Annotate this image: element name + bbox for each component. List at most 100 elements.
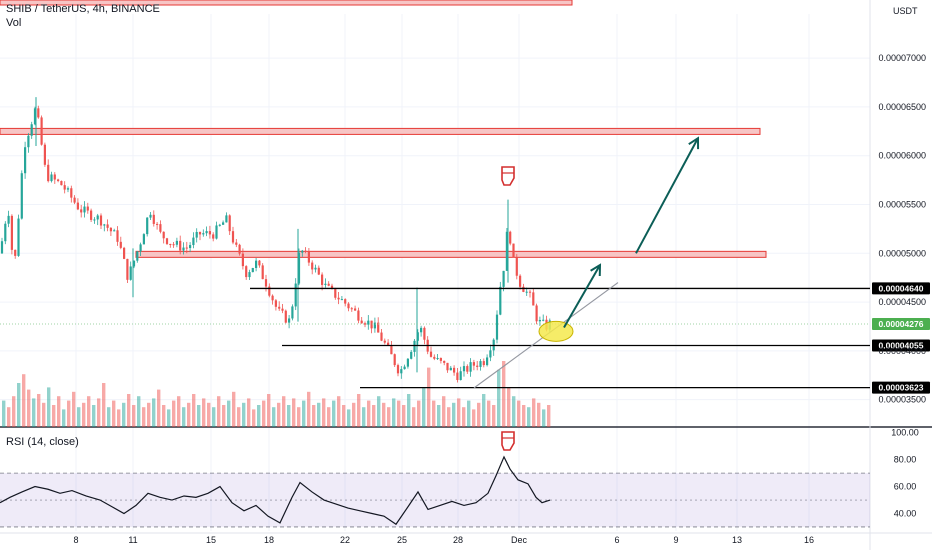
volume-bar [242, 402, 246, 427]
volume-bar [127, 394, 131, 427]
candle-body [225, 215, 228, 223]
volume-bar [522, 405, 526, 427]
candle-body [522, 286, 525, 292]
volume-bar [142, 407, 146, 427]
candle-body [410, 351, 413, 359]
projection-arrow-large-head [688, 136, 700, 150]
candle-body [222, 222, 225, 225]
candle-body [350, 308, 353, 310]
volume-bar [72, 391, 76, 427]
volume-bar [277, 402, 281, 427]
candle-body [535, 305, 538, 322]
volume-bar [122, 402, 126, 427]
candle-body [175, 240, 178, 245]
volume-bar [452, 402, 456, 427]
volume-bar [467, 400, 471, 427]
x-tick-label: 15 [206, 535, 216, 545]
volume-bar [447, 407, 451, 427]
candle-body [24, 147, 27, 174]
volume-bar [357, 394, 361, 427]
candle-body [33, 108, 37, 125]
level-label-bg [872, 339, 930, 352]
volume-bar [362, 407, 366, 427]
level-label-bg [872, 317, 930, 330]
candle-body [66, 188, 70, 190]
candle-body [327, 283, 330, 286]
candle-body [334, 288, 337, 298]
candle-body [271, 295, 274, 301]
candle-body [294, 283, 297, 307]
candle-body [129, 266, 132, 280]
volume-bar [407, 394, 411, 427]
candle-body [489, 350, 492, 358]
volume-bar [547, 405, 551, 427]
candle-body [317, 267, 320, 275]
y-tick-label: 0.00006000 [878, 151, 926, 161]
volume-bar [377, 396, 381, 427]
volume-bar [172, 400, 176, 427]
volume-bar [47, 387, 51, 427]
candle-body [472, 362, 475, 366]
volume-bar [492, 405, 496, 427]
candle-body [340, 299, 343, 301]
candle-body [103, 224, 106, 226]
candle-body [499, 286, 502, 315]
candle-body [119, 241, 122, 248]
candle-body [231, 231, 235, 243]
candle-body [139, 244, 142, 252]
candle-body [505, 231, 508, 271]
volume-bar [332, 400, 336, 427]
candle-body [281, 308, 284, 311]
volume-bar [37, 394, 41, 427]
candle-body [344, 299, 347, 304]
candle-body [50, 174, 53, 182]
volume-bar [367, 400, 371, 427]
volume-bar [487, 400, 491, 427]
candle-body [189, 245, 192, 249]
volume-bar [32, 398, 36, 427]
candle-body [132, 260, 136, 267]
candle-body [436, 358, 439, 360]
candle-body [542, 319, 545, 321]
candle-body [433, 356, 436, 359]
candle-body [248, 272, 251, 278]
volume-bar [2, 400, 6, 427]
candle-body [373, 322, 376, 329]
hand-shape [501, 166, 515, 186]
resistance-zone [135, 250, 767, 258]
candle-body [241, 253, 244, 267]
candle-body [116, 230, 119, 242]
candle-body [63, 185, 66, 190]
volume-bar [387, 407, 391, 427]
candle-body [202, 233, 205, 235]
candle-body [459, 371, 462, 381]
volume-bar [412, 407, 416, 427]
volume-bar [427, 367, 431, 427]
highlight-circle [538, 320, 574, 342]
projection-arrow-small [563, 264, 601, 328]
projection-arrow-small-head [590, 263, 602, 277]
candle-body [159, 224, 162, 232]
candle-body [479, 361, 482, 367]
volume-bar [192, 394, 196, 427]
candle-body [307, 251, 310, 263]
volume-bar [147, 402, 151, 427]
candle-body [57, 179, 60, 181]
candle-body [370, 320, 373, 329]
x-tick-label: 28 [453, 535, 463, 545]
candle-body [390, 345, 393, 355]
candle-body [53, 174, 56, 180]
volume-bar [157, 389, 161, 427]
candle-body [423, 327, 426, 340]
x-tick-label: 8 [73, 535, 78, 545]
volume-bar [302, 400, 306, 427]
candle-body [146, 217, 149, 235]
level-lines: 0.00004640 0.00004276 0.00004055 0.00003623 [0, 282, 930, 394]
volume-bar [327, 407, 331, 427]
candle-body [0, 241, 4, 254]
volume-label: Vol [6, 17, 22, 29]
x-tick-label: Dec [511, 535, 528, 545]
candle-body [258, 260, 261, 266]
candle-body [7, 215, 10, 224]
volume-bar [182, 407, 186, 427]
